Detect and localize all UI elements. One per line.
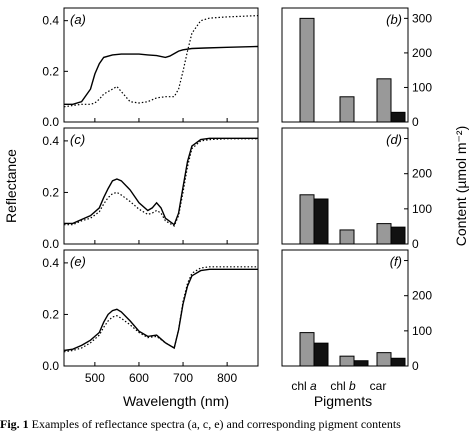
panel-e-solid-line [63,268,258,352]
panel-e-ytick-label: 0.2 [42,307,59,321]
panel-e-frame [63,249,259,367]
panel-e-xtick-label: 500 [85,371,105,385]
panel-b-ytick-label: 100 [412,80,432,94]
panel-a-ytick-label: 0.4 [42,14,59,28]
panel-a-frame [63,7,259,123]
panel-b-bar [339,96,355,123]
panel-d-bar [390,226,406,245]
panel-f-bar [339,355,355,367]
panel-a-solid-line [64,45,259,105]
panel-a-tag: (a) [70,12,86,27]
reflectance-axis-title: Reflectance [3,149,19,223]
panel-e-xtick-label: 800 [217,371,237,385]
panel-a-dotted-line [63,15,259,108]
panel-c-ytick-label: 0.4 [42,134,59,148]
panel-b-ytick-label: 0 [412,115,419,129]
panels: 0.0 0.2 0.4 (a) 0.0 0.2 0.4 (c) 0.0 0.2 0.4 500 600 7… [42,7,432,385]
panel-f-bar [313,342,329,367]
panel-d-ytick-label: 0 [412,237,419,251]
panel-c-dotted-line [64,138,258,227]
panel-b-bar [376,78,392,123]
panel-f-bar [390,357,406,367]
panel-d-bar [339,229,355,245]
panel-b-bar [299,17,315,123]
panel-d-ytick-label: 200 [412,167,432,181]
panel-e-xtick-label: 700 [173,371,193,385]
figure-caption: Fig. 1 Examples of reflectance spectra (… [0,417,401,431]
category-label-car: car [370,379,387,393]
panel-f-ytick-label: 0 [412,359,419,373]
panel-d-ytick-label: 100 [412,202,432,216]
panel-c-ytick-label: 0.2 [42,185,59,199]
panel-d-tag: (d) [386,132,402,147]
panel-b-ytick-label: 200 [412,46,432,60]
panel-f-bar [376,352,392,367]
panel-d-bar [376,223,392,245]
panel-e-ytick-label: 0.4 [42,256,59,270]
panel-c-tag: (c) [70,132,85,147]
category-label-chl-a: chl a [291,379,317,393]
panel-f-ytick-label: 100 [412,324,432,338]
panel-e-ytick-label: 0.0 [42,359,59,373]
panel-e-tag: (e) [70,254,86,269]
panel-b-ytick-label: 300 [412,11,432,25]
panel-e-dotted-line [63,266,258,353]
panel-b-tag: (b) [386,12,402,27]
panel-a-ytick-label: 0.0 [42,115,59,129]
panel-f-bar [299,332,315,367]
panel-b-bar [390,111,406,123]
category-label-chl-b: chl b [330,379,356,393]
panel-d-bar [299,194,315,245]
panel-c-frame [63,127,259,245]
content-axis-title: Content (µmol m⁻²) [453,126,469,246]
panel-a-ytick-label: 0.2 [42,64,59,78]
pigments-axis-title: Pigments [314,393,372,409]
panel-f-bar [353,360,369,367]
panel-e-xtick-label: 600 [129,371,149,385]
panel-c-ytick-label: 0.0 [42,237,59,251]
wavelength-axis-title: Wavelength (nm) [123,393,229,409]
panel-d-bar [313,198,329,245]
panel-c-solid-line [64,137,258,226]
panel-f-tag: (f) [390,254,402,269]
panel-f-ytick-label: 200 [412,289,432,303]
